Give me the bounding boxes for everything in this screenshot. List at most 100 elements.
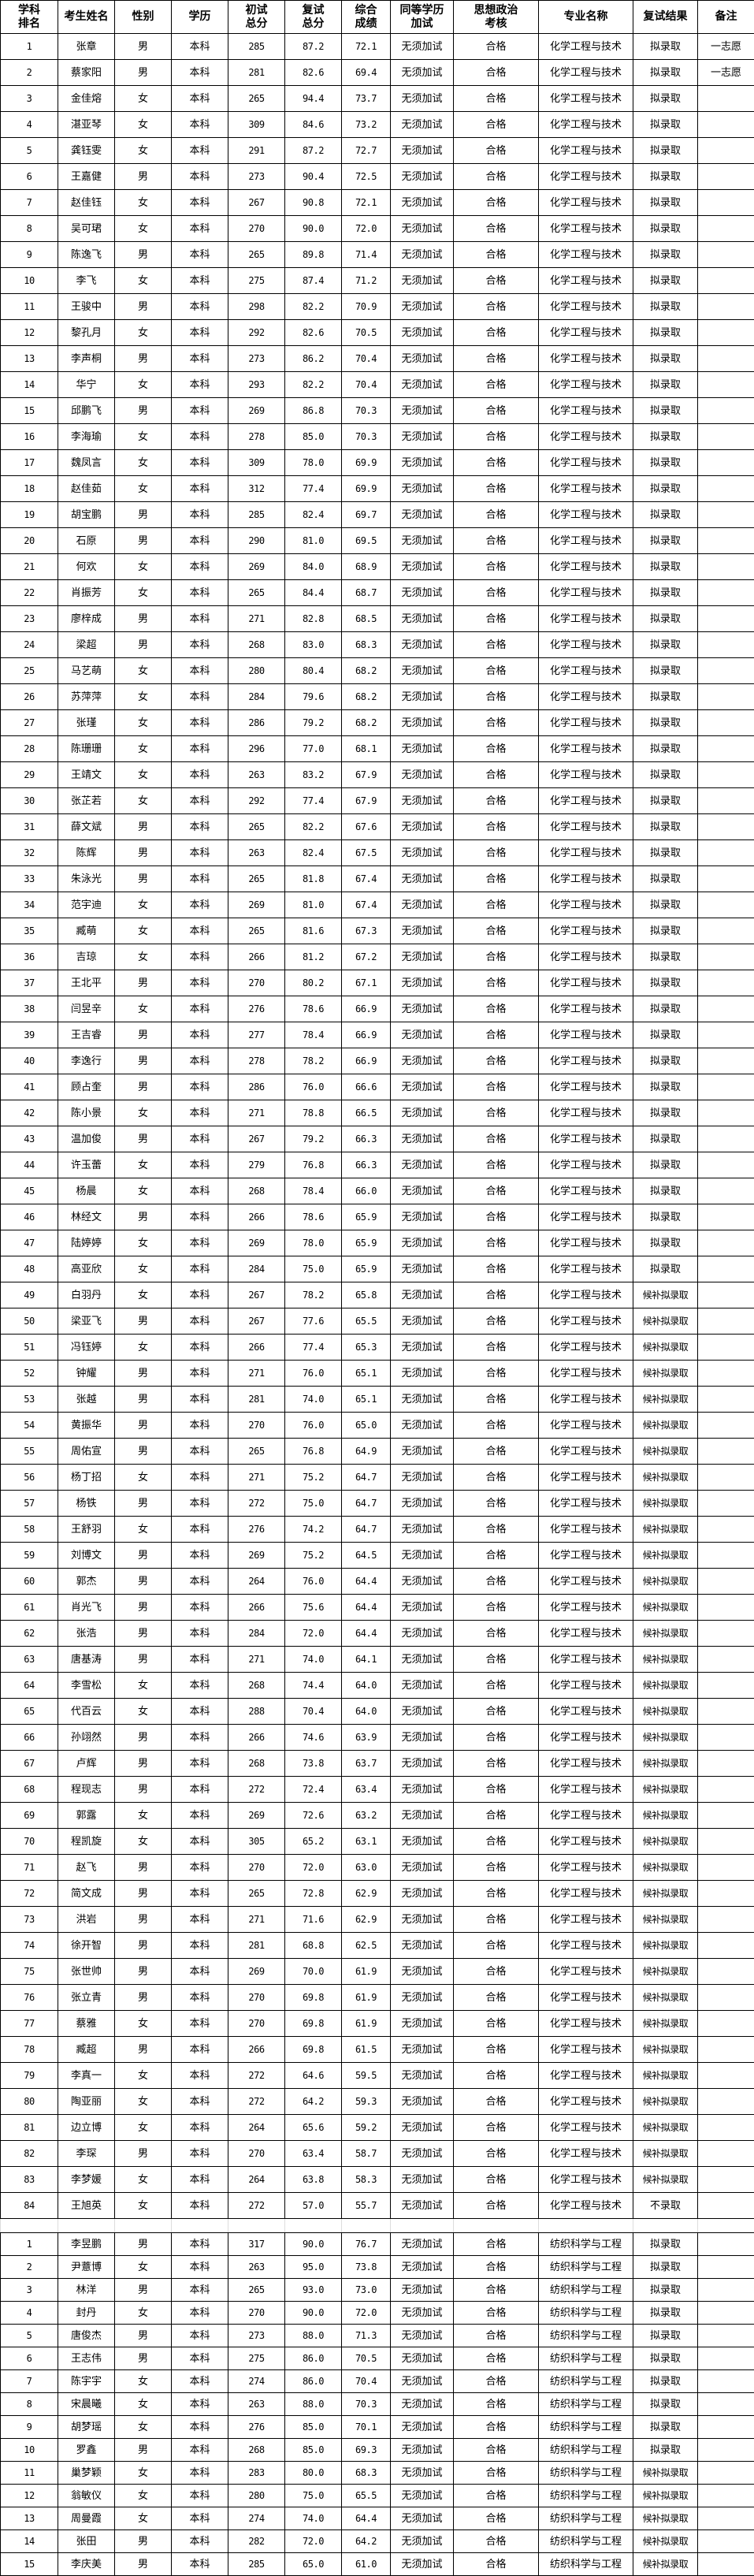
table-row: 35 臧萌女本科 265 81.6 67.3 无须加试 合格 化学工程与技术 拟录取 bbox=[0, 918, 754, 944]
cell-gender: 男 bbox=[114, 1932, 172, 1959]
cell-overall-score: 68.3 bbox=[341, 631, 391, 658]
cell-retest-result: 拟录取 bbox=[633, 892, 698, 918]
cell-overall-score: 72.5 bbox=[341, 163, 391, 190]
cell-rank: 10 bbox=[0, 267, 58, 294]
cell-remark bbox=[697, 319, 754, 346]
cell-initial-score: 298 bbox=[228, 293, 285, 320]
cell-overall-score: 59.3 bbox=[341, 2088, 391, 2115]
table-row: 14 张田男本科 282 72.0 64.2 无须加试 合格 纺织科学与工程 候补拟录取 bbox=[0, 2529, 754, 2553]
cell-retest-result: 拟录取 bbox=[633, 1022, 698, 1048]
table-row: 44 许玉蕾女本科 279 76.8 66.3 无须加试 合格 化学工程与技术 拟录取 bbox=[0, 1152, 754, 1178]
cell-remark bbox=[697, 2369, 754, 2393]
cell-gender: 男 bbox=[114, 1984, 172, 2011]
cell-gender: 女 bbox=[114, 1100, 172, 1126]
cell-gender: 女 bbox=[114, 709, 172, 736]
cell-rank: 54 bbox=[0, 1412, 58, 1439]
cell-retest-score: 80.4 bbox=[284, 657, 342, 684]
table-row: 2 蔡家阳男本科 281 82.6 69.4 无须加试 合格 化学工程与技术 拟录取 一志愿 bbox=[0, 59, 754, 86]
cell-major: 化学工程与技术 bbox=[538, 1490, 633, 1517]
cell-gender: 女 bbox=[114, 996, 172, 1022]
cell-remark bbox=[697, 970, 754, 996]
cell-education: 本科 bbox=[171, 892, 228, 918]
cell-equivalent-exam: 无须加试 bbox=[390, 1568, 454, 1595]
cell-retest-result: 拟录取 bbox=[633, 709, 698, 736]
cell-political-review: 合格 bbox=[453, 631, 539, 658]
cell-education: 本科 bbox=[171, 1620, 228, 1647]
cell-retest-score: 80.2 bbox=[284, 970, 342, 996]
cell-retest-score: 72.6 bbox=[284, 1802, 342, 1829]
cell-rank: 57 bbox=[0, 1490, 58, 1517]
cell-initial-score: 275 bbox=[228, 267, 285, 294]
cell-equivalent-exam: 无须加试 bbox=[390, 813, 454, 840]
cell-rank: 15 bbox=[0, 2552, 58, 2576]
cell-name: 杨铁 bbox=[58, 1490, 115, 1517]
cell-retest-score: 86.0 bbox=[284, 2347, 342, 2370]
cell-retest-result: 候补拟录取 bbox=[633, 1568, 698, 1595]
cell-gender: 女 bbox=[114, 2484, 172, 2507]
cell-retest-result: 拟录取 bbox=[633, 1256, 698, 1282]
cell-overall-score: 64.7 bbox=[341, 1516, 391, 1543]
cell-education: 本科 bbox=[171, 215, 228, 242]
cell-initial-score: 269 bbox=[228, 1802, 285, 1829]
cell-remark bbox=[697, 1672, 754, 1699]
cell-political-review: 合格 bbox=[453, 1906, 539, 1933]
empty-cell bbox=[0, 2218, 58, 2233]
cell-equivalent-exam: 无须加试 bbox=[390, 735, 454, 762]
cell-retest-result: 拟录取 bbox=[633, 319, 698, 346]
cell-initial-score: 263 bbox=[228, 2255, 285, 2279]
cell-equivalent-exam: 无须加试 bbox=[390, 2140, 454, 2167]
cell-major: 化学工程与技术 bbox=[538, 1932, 633, 1959]
cell-equivalent-exam: 无须加试 bbox=[390, 241, 454, 268]
cell-name: 廖梓成 bbox=[58, 605, 115, 632]
cell-retest-result: 拟录取 bbox=[633, 501, 698, 528]
cell-major: 化学工程与技术 bbox=[538, 2192, 633, 2219]
table-row: 11 王骏中男本科 298 82.2 70.9 无须加试 合格 化学工程与技术 拟录取 bbox=[0, 293, 754, 320]
cell-remark bbox=[697, 1906, 754, 1933]
table-row: 34 范宇迪女本科 269 81.0 67.4 无须加试 合格 化学工程与技术 拟录取 bbox=[0, 892, 754, 918]
table-row: 27 张瑾女本科 286 79.2 68.2 无须加试 合格 化学工程与技术 拟录取 bbox=[0, 709, 754, 736]
cell-retest-result: 候补拟录取 bbox=[633, 1516, 698, 1543]
cell-rank: 13 bbox=[0, 2507, 58, 2530]
cell-initial-score: 291 bbox=[228, 137, 285, 164]
cell-initial-score: 265 bbox=[228, 2278, 285, 2302]
cell-retest-result: 候补拟录取 bbox=[633, 2140, 698, 2167]
cell-overall-score: 64.7 bbox=[341, 1490, 391, 1517]
table-row: 42 陈小景女本科 271 78.8 66.5 无须加试 合格 化学工程与技术 拟录取 bbox=[0, 1100, 754, 1126]
cell-name: 尹薏博 bbox=[58, 2255, 115, 2279]
cell-rank: 72 bbox=[0, 1880, 58, 1907]
cell-overall-score: 69.9 bbox=[341, 475, 391, 502]
cell-initial-score: 274 bbox=[228, 2369, 285, 2393]
cell-major: 化学工程与技术 bbox=[538, 970, 633, 996]
cell-equivalent-exam: 无须加试 bbox=[390, 2114, 454, 2141]
cell-retest-score: 81.0 bbox=[284, 892, 342, 918]
cell-overall-score: 63.7 bbox=[341, 1750, 391, 1777]
cell-name: 张越 bbox=[58, 1386, 115, 1413]
cell-gender: 女 bbox=[114, 761, 172, 788]
cell-initial-score: 272 bbox=[228, 1776, 285, 1803]
cell-gender: 女 bbox=[114, 657, 172, 684]
cell-overall-score: 66.0 bbox=[341, 1178, 391, 1204]
cell-major: 化学工程与技术 bbox=[538, 1594, 633, 1621]
cell-gender: 男 bbox=[114, 1854, 172, 1881]
cell-name: 张田 bbox=[58, 2529, 115, 2553]
cell-equivalent-exam: 无须加试 bbox=[390, 2415, 454, 2439]
cell-rank: 67 bbox=[0, 1750, 58, 1777]
cell-education: 本科 bbox=[171, 735, 228, 762]
cell-name: 华宁 bbox=[58, 371, 115, 398]
cell-political-review: 合格 bbox=[453, 1256, 539, 1282]
cell-name: 胡宝鹏 bbox=[58, 501, 115, 528]
cell-education: 本科 bbox=[171, 2062, 228, 2089]
cell-gender: 男 bbox=[114, 839, 172, 866]
cell-initial-score: 280 bbox=[228, 2484, 285, 2507]
cell-overall-score: 68.2 bbox=[341, 709, 391, 736]
cell-overall-score: 70.3 bbox=[341, 2392, 391, 2416]
cell-education: 本科 bbox=[171, 137, 228, 164]
cell-rank: 77 bbox=[0, 2010, 58, 2037]
cell-equivalent-exam: 无须加试 bbox=[390, 2036, 454, 2063]
cell-retest-score: 79.2 bbox=[284, 1126, 342, 1152]
cell-retest-score: 93.0 bbox=[284, 2278, 342, 2302]
cell-education: 本科 bbox=[171, 1178, 228, 1204]
cell-retest-result: 候补拟录取 bbox=[633, 1360, 698, 1387]
cell-education: 本科 bbox=[171, 2255, 228, 2279]
